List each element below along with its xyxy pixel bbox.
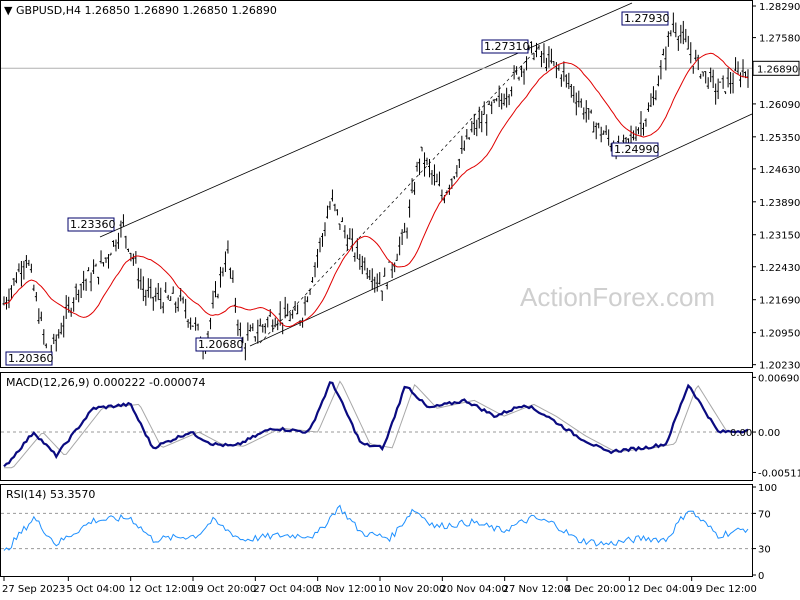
price-label-1.27930: 1.27930 [621, 11, 670, 26]
x-axis-label: 3 Nov 12:00 [316, 584, 377, 595]
x-axis-label: 27 Sep 2023 [2, 584, 65, 595]
rsi-panel-title: RSI(14) 53.3570 [6, 488, 95, 501]
channel-mid-dashed-line [259, 45, 541, 344]
price-label-1.23360: 1.23360 [67, 217, 116, 232]
macd-line [3, 381, 749, 468]
x-axis-label: 27 Oct 04:00 [253, 584, 318, 595]
macd-zero-tag: 0.00 [730, 428, 752, 439]
moving-average-line [3, 52, 749, 328]
price-axis-label: 1.21690 [759, 296, 800, 307]
price-axis-label: 1.23890 [759, 198, 800, 209]
rsi-axis-label: 100 [758, 483, 777, 494]
price-label-1.20360: 1.20360 [5, 351, 54, 366]
macd-axis-label: 0.006909 [758, 373, 800, 384]
rsi-line [3, 504, 749, 551]
current-price-tag: 1.26890 [752, 60, 800, 76]
rsi-axis-label: 70 [758, 509, 771, 520]
price-label-box [621, 11, 669, 26]
x-axis-label: 19 Dec 12:00 [690, 584, 757, 595]
macd-panel-frame [0, 372, 753, 481]
x-axis-label: 5 Oct 04:00 [66, 584, 125, 595]
macd-panel-title: MACD(12,26,9) 0.000222 -0.000074 [6, 376, 205, 389]
price-label-box [481, 39, 529, 54]
price-axis-label: 1.20950 [759, 329, 800, 340]
price-label-box [67, 217, 115, 232]
rsi-axis-label: 0 [758, 571, 764, 582]
macd-signal-line [4, 380, 749, 469]
price-label-text: 1.24990 [614, 143, 660, 156]
x-axis-label: 19 Oct 20:00 [191, 584, 256, 595]
chart-header-arrow: ▼ [4, 4, 13, 17]
price-label-text: 1.20680 [198, 338, 244, 351]
watermark: ActionForex.com [520, 282, 715, 312]
price-axis-label: 1.24630 [759, 165, 800, 176]
channel-lower-line [249, 113, 753, 347]
x-axis-label: 27 Nov 12:00 [503, 584, 570, 595]
price-label-1.24990: 1.24990 [611, 142, 660, 157]
price-axis-label: 1.20230 [759, 361, 800, 372]
price-axis-label: 1.28290 [759, 2, 800, 13]
price-panel-frame [0, 0, 753, 368]
x-axis-label: 12 Dec 04:00 [627, 584, 694, 595]
price-label-1.27310: 1.27310 [481, 39, 530, 54]
current-price-tag-box [752, 60, 800, 76]
price-panel-title: GBPUSD,H4 1.26850 1.26890 1.26850 1.2689… [16, 4, 277, 17]
x-axis-label: 10 Nov 20:00 [378, 584, 445, 595]
price-label-box [5, 351, 53, 366]
price-label-text: 1.20360 [8, 352, 54, 365]
price-label-text: 1.27930 [624, 12, 670, 25]
x-axis-label: 12 Oct 12:00 [129, 584, 194, 595]
x-axis-label: 4 Dec 20:00 [565, 584, 626, 595]
current-price-tag-text: 1.26890 [757, 64, 798, 75]
macd-axis-label: 0.00 [758, 428, 780, 439]
price-axis-label: 1.26090 [759, 100, 800, 111]
channel-upper-line [99, 2, 633, 238]
price-label-1.20680: 1.20680 [195, 337, 244, 352]
price-label-text: 1.27310 [484, 40, 530, 53]
rsi-panel-frame [0, 484, 753, 577]
rsi-axis-label: 30 [758, 545, 771, 556]
price-axis-label: 1.22430 [759, 263, 800, 274]
x-axis-label: 20 Nov 04:00 [440, 584, 507, 595]
rsi-layer [1, 504, 752, 551]
price-axis-label: 1.25350 [759, 133, 800, 144]
price-label-text: 1.23360 [70, 218, 116, 231]
price-label-box [611, 142, 659, 157]
macd-axis-label: -0.005119 [758, 468, 800, 479]
price-axis-label: 1.23150 [759, 231, 800, 242]
price-layer: 1.20360 1.23360 1.20680 1.27310 1.24990 1.279… [1, 2, 753, 366]
price-label-box [195, 337, 243, 352]
price-axis-label: 1.27580 [759, 34, 800, 45]
macd-layer [1, 380, 752, 469]
